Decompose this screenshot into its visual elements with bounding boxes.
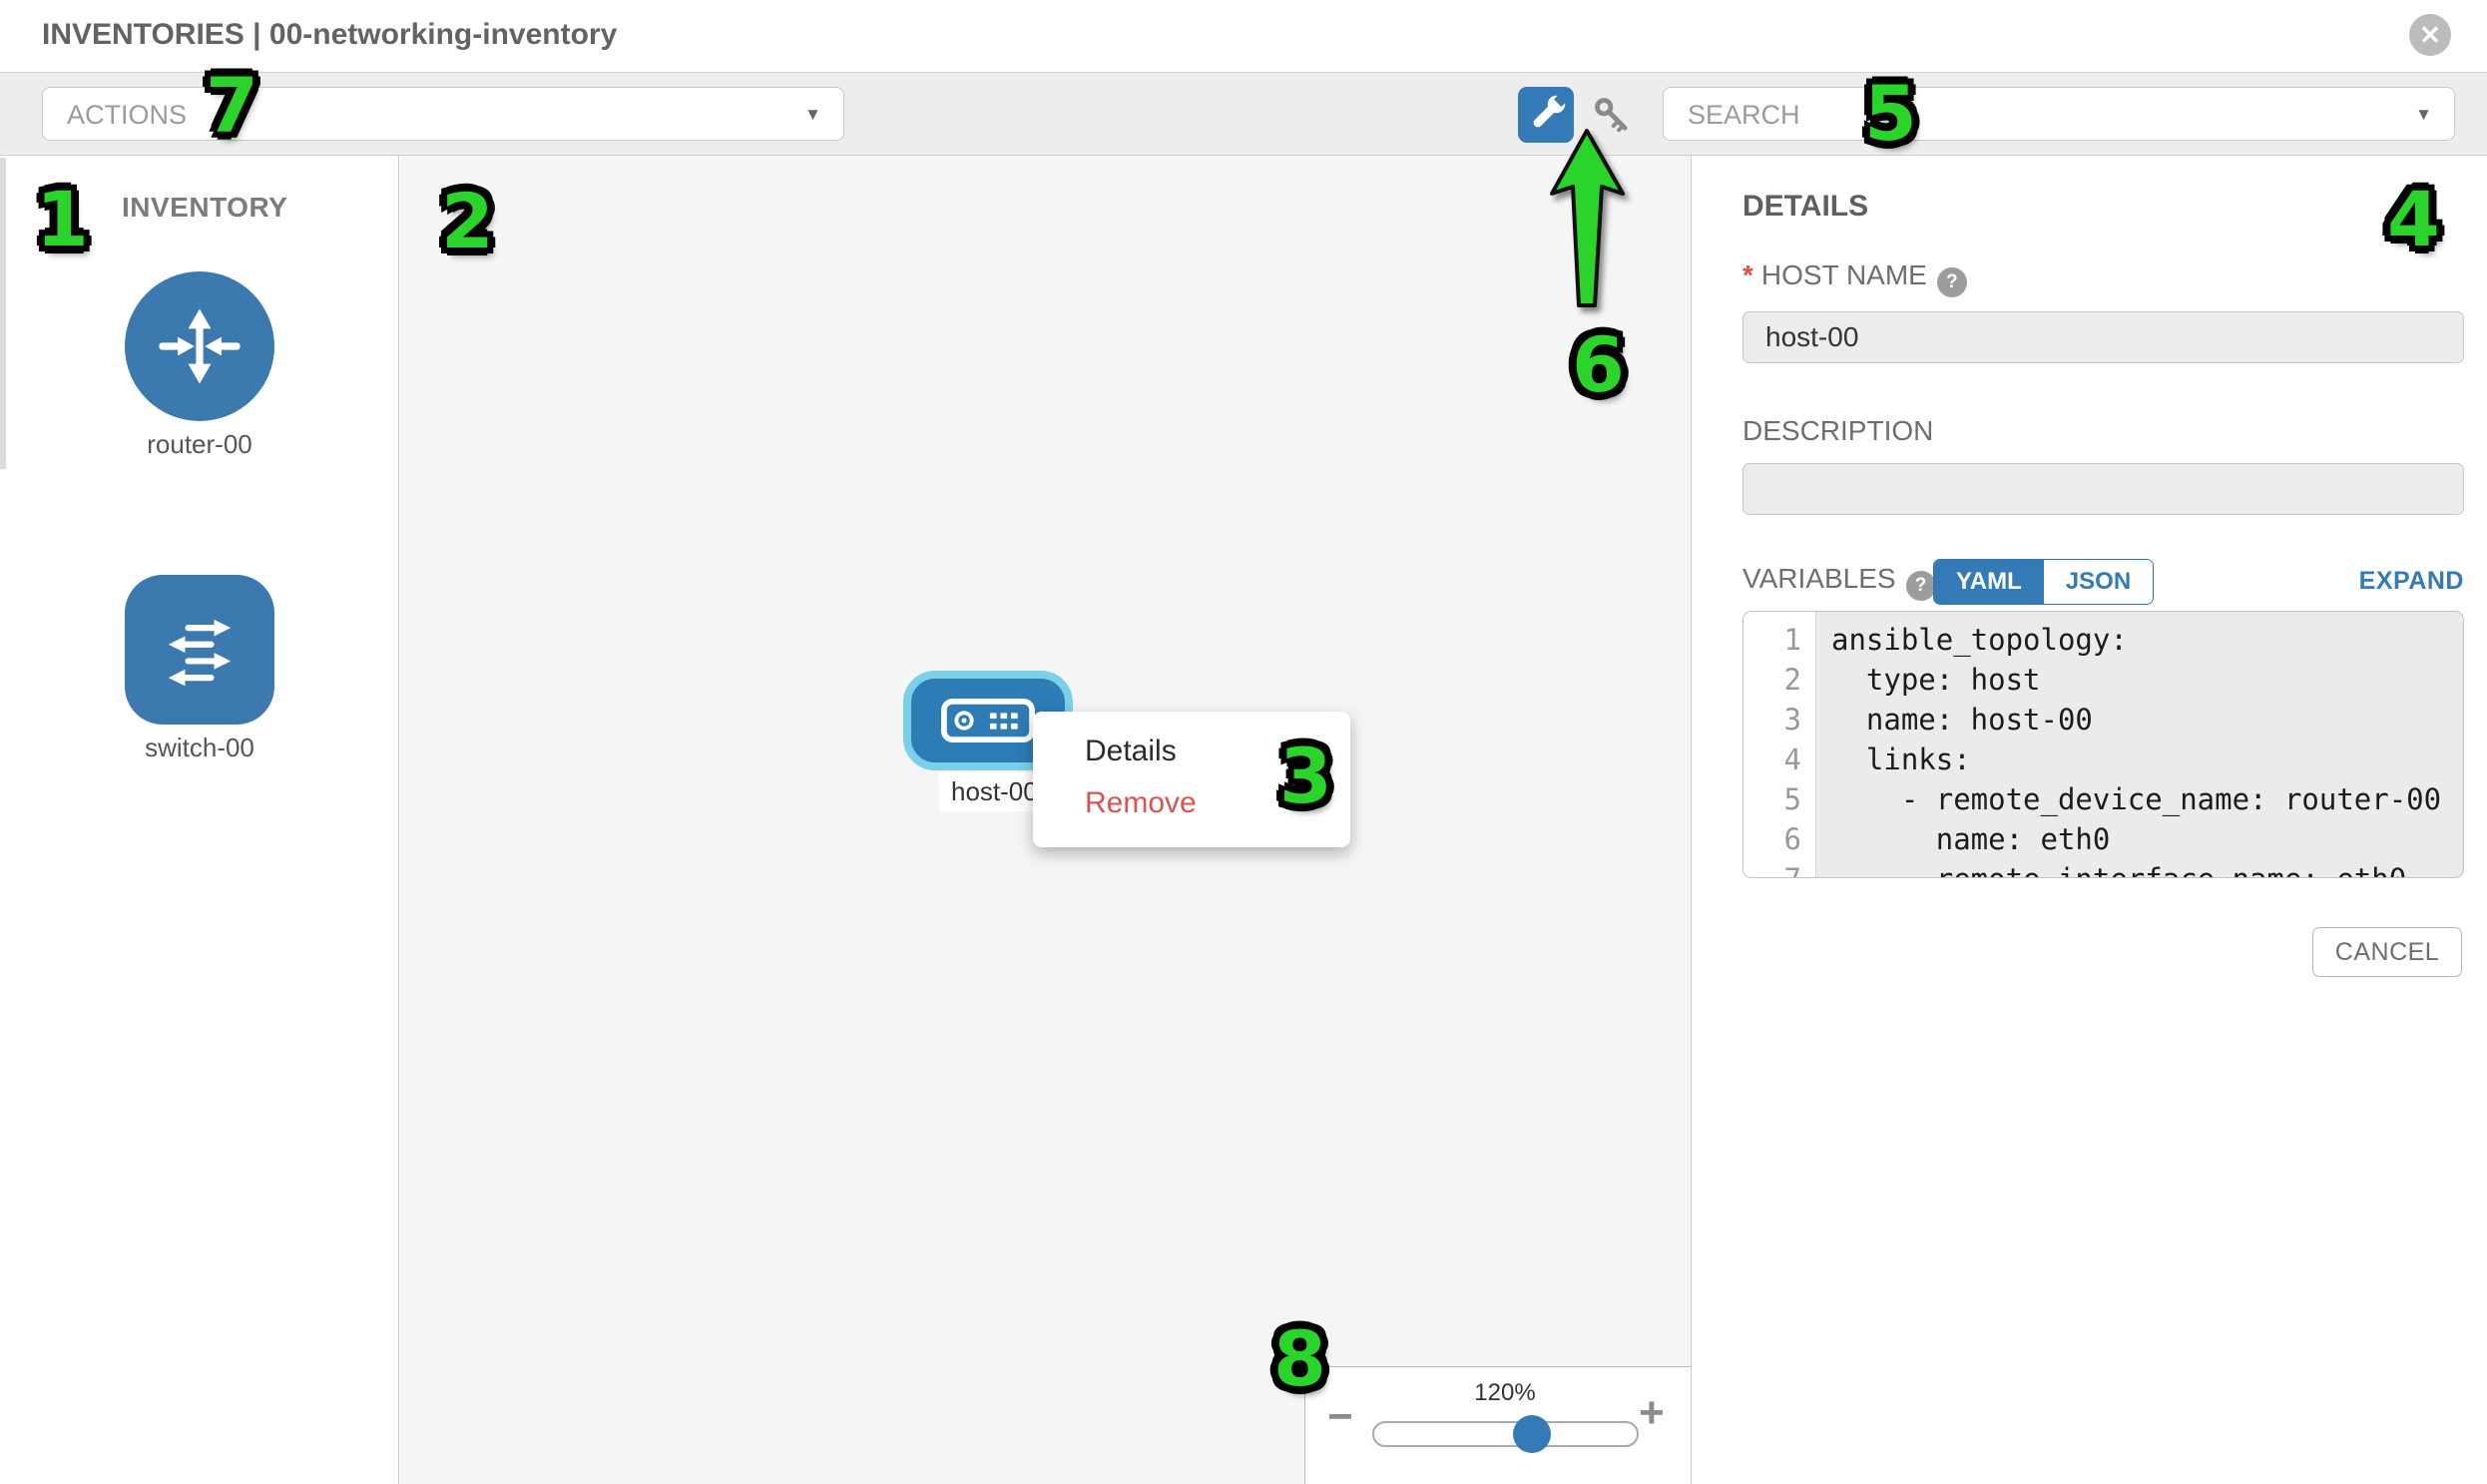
header: INVENTORIES | 00-networking-inventory ✕ [0,0,2487,73]
wrench-button[interactable] [1518,87,1574,143]
chevron-down-icon: ▼ [2415,105,2432,124]
zoom-control: 120% − + [1304,1366,1691,1484]
yaml-toggle-button[interactable]: YAML [1934,560,2044,604]
zoom-slider-thumb[interactable] [1513,1415,1551,1453]
zoom-out-button[interactable]: − [1327,1392,1353,1441]
required-marker: * [1742,259,1753,290]
key-icon [1595,98,1628,133]
description-label: DESCRIPTION [1742,415,1934,446]
description-input[interactable] [1742,463,2464,515]
toolbar: ACTIONS ▼ SEARCH [0,73,2487,156]
expand-link[interactable]: EXPAND [2358,567,2464,595]
palette-item-switch[interactable]: switch-00 [125,575,274,763]
search-dropdown-label: SEARCH [1688,100,1800,130]
switch-icon [125,575,274,725]
json-toggle-button[interactable]: JSON [2043,560,2154,604]
palette-item-label: router-00 [147,429,252,459]
topology-canvas[interactable]: host-00 Details Remove 120% − + [400,156,1692,1484]
zoom-slider-track[interactable] [1372,1421,1639,1447]
variables-format-toggle: YAML JSON [1933,559,2155,605]
host-name-label: HOST NAME [1760,259,1927,290]
key-button[interactable] [1589,93,1637,139]
actions-dropdown-label: ACTIONS [67,100,188,130]
code-line: 6 name: eth0 [1783,822,2111,856]
details-panel: DETAILS *HOST NAME? DESCRIPTION VARIABLE… [1692,156,2487,1484]
help-icon[interactable]: ? [1936,267,1967,297]
scrollbar[interactable] [0,158,6,469]
code-line: 5 - remote_device_name: router-00 [1783,782,2442,816]
variables-code-editor[interactable]: 1 ansible_topology: 2 type: host 3 name:… [1742,611,2464,878]
code-lines: 1 ansible_topology: 2 type: host 3 name:… [1743,612,2463,877]
palette-item-router[interactable]: router-00 [125,271,274,460]
cancel-button[interactable]: CANCEL [2312,927,2462,977]
code-line: 4 links: [1783,742,1971,776]
chevron-down-icon: ▼ [804,105,821,124]
context-menu: Details Remove [1033,712,1350,847]
close-icon[interactable]: ✕ [2409,14,2451,56]
wrench-icon [1533,92,1569,128]
code-gutter [1743,612,1816,877]
context-menu-item-remove[interactable]: Remove [1085,786,1197,819]
router-icon [125,271,274,421]
zoom-in-button[interactable]: + [1639,1388,1665,1437]
code-line: 1 ansible_topology: [1783,623,2128,657]
variables-row: VARIABLES? [1742,563,1936,601]
host-node-label: host-00 [939,772,1050,811]
code-line: 3 name: host-00 [1783,703,2093,737]
host-name-row: * HOST NAME? [1742,259,1967,297]
help-icon[interactable]: ? [1905,571,1936,601]
details-title: DETAILS [1742,190,1869,223]
palette-item-label: switch-00 [145,733,254,762]
context-menu-item-details[interactable]: Details [1085,735,1177,767]
host-name-input[interactable] [1742,311,2464,363]
sidebar-title: INVENTORY [122,192,288,223]
page-title: INVENTORIES | 00-networking-inventory [42,18,618,51]
code-line: 7 remote_interface_name: eth0 [1743,859,2463,877]
host-icon [941,698,1035,743]
actions-dropdown[interactable]: ACTIONS ▼ [42,87,844,141]
code-line: 2 type: host [1783,663,2041,697]
variables-label: VARIABLES [1742,563,1896,594]
zoom-level: 120% [1474,1379,1536,1406]
inventory-sidebar: INVENTORY router-00 [0,156,399,1484]
search-dropdown[interactable]: SEARCH ▼ [1663,87,2455,141]
